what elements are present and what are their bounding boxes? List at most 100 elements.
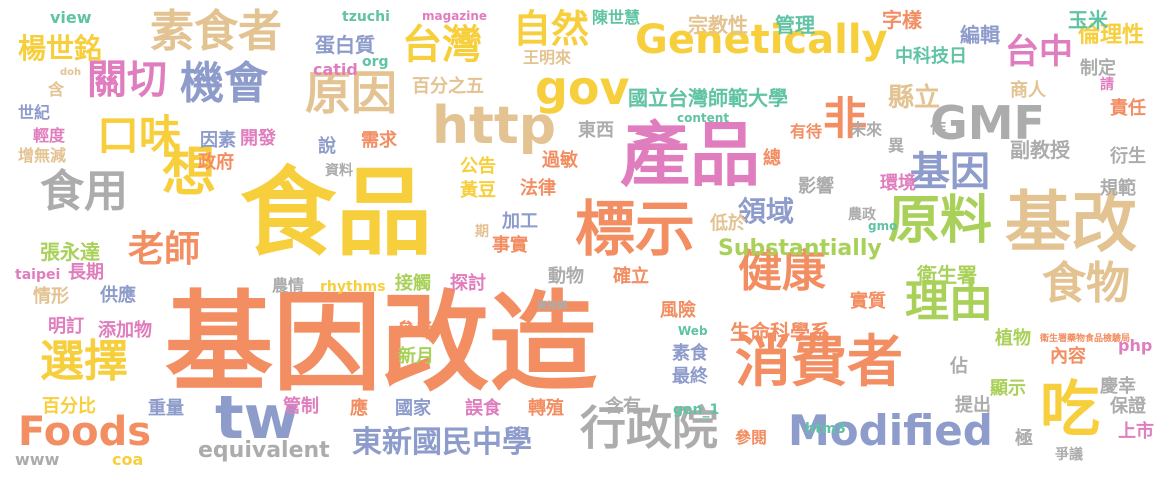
word-口味: 口味	[97, 111, 182, 160]
word-世紀: 世紀	[18, 103, 51, 122]
word-政府: 政府	[198, 152, 234, 173]
word-增無減: 增無減	[18, 146, 67, 165]
word-web: Web	[678, 324, 708, 338]
word-作: 作	[930, 118, 947, 137]
word-轉殖: 轉殖	[528, 398, 564, 419]
word-素食者: 素食者	[150, 6, 282, 57]
word-非: 非	[815, 95, 866, 139]
word-關切: 關切	[87, 57, 167, 103]
word-需求: 需求	[361, 130, 397, 151]
word-因素: 因素	[200, 130, 236, 151]
word-事實: 事實	[492, 235, 528, 256]
word-衛生署: 衛生署	[917, 263, 977, 287]
word-百分比: 百分比	[42, 396, 96, 417]
word-張永達: 張永達	[40, 240, 100, 264]
word-探討: 探討	[450, 273, 486, 294]
word-食用: 食用	[40, 166, 128, 217]
word-影響: 影響	[798, 176, 834, 197]
word-含有: 含有	[605, 396, 641, 417]
word-黃豆: 黃豆	[460, 180, 496, 201]
word-縣立: 縣立	[888, 83, 941, 113]
word-國立台灣師範大學: 國立台灣師範大學	[628, 86, 788, 110]
word-理由: 理由	[905, 276, 993, 327]
word-genetically: Genetically	[635, 17, 888, 63]
word-coa: coa	[112, 450, 144, 469]
word-view: view	[50, 8, 92, 27]
word-規範: 規範	[1100, 178, 1136, 199]
word-編輯: 編輯	[960, 23, 1000, 47]
word-法律: 法律	[520, 178, 556, 199]
word-提出: 提出	[955, 395, 991, 416]
word-玉米: 玉米	[1068, 8, 1108, 32]
word-陳世慧: 陳世慧	[592, 8, 641, 27]
word-食品: 食品	[240, 157, 432, 269]
word-管理: 管理	[775, 13, 815, 37]
word-content: content	[677, 111, 730, 125]
word-風險: 風險	[660, 300, 696, 321]
word-產品: 產品	[620, 114, 760, 196]
word-極: 極	[1015, 428, 1033, 449]
word-倫理性: 倫理性	[1078, 23, 1145, 48]
word-最終: 最終	[672, 366, 708, 387]
word-htm3: htm3	[805, 421, 846, 437]
word-公告: 公告	[460, 156, 496, 177]
word-東新國民中學: 東新國民中學	[352, 425, 532, 460]
word-應: 應	[350, 398, 368, 419]
word-長期: 長期	[68, 262, 104, 283]
word-添加物: 添加物	[98, 320, 152, 341]
word-modified: Modified	[788, 406, 993, 455]
word-消費者: 消費者	[735, 330, 903, 395]
word-gmo: gmo	[868, 219, 898, 233]
word-中科技日: 中科技日	[895, 46, 967, 67]
word-商人: 商人	[1010, 80, 1046, 101]
word-爭議: 爭議	[1055, 447, 1083, 463]
word-誤食: 誤食	[465, 398, 501, 419]
word-參閱: 參閱	[735, 428, 768, 447]
word-過敏: 過敏	[542, 150, 578, 171]
word-substantially: Substantially	[718, 236, 882, 261]
word-副教授: 副教授	[1010, 138, 1070, 162]
word-gmf: GMF	[930, 96, 1045, 150]
word-植物: 植物	[995, 328, 1031, 349]
word-gen-1: gen_1	[673, 402, 720, 418]
word-蛋白質: 蛋白質	[315, 33, 375, 57]
word-管制: 管制	[283, 396, 319, 417]
word-農政: 農政	[848, 207, 876, 223]
word-顯示: 顯示	[990, 378, 1026, 399]
word-未來: 未來	[850, 120, 883, 139]
word-衍生: 衍生	[1110, 146, 1146, 167]
word-異: 異	[888, 136, 905, 155]
word-佔: 佔	[950, 356, 968, 377]
word-機會: 機會	[180, 58, 268, 109]
word-重量: 重量	[148, 398, 184, 419]
word-http: http	[432, 96, 556, 156]
word-素食: 素食	[672, 343, 708, 364]
word-低於: 低於	[710, 213, 746, 234]
word-tw: tw	[215, 383, 300, 453]
word-參考: 參考	[397, 320, 433, 341]
word-catid: catid	[313, 60, 358, 79]
word-taipei: taipei	[15, 267, 61, 283]
word-情形: 情形	[33, 286, 69, 307]
word-foods: Foods	[18, 409, 152, 455]
word-選擇: 選擇	[40, 336, 128, 387]
word-食物: 食物	[1042, 258, 1130, 309]
word-magazine: magazine	[422, 9, 488, 23]
word-行政院: 行政院	[580, 401, 718, 455]
word-環境: 環境	[880, 173, 916, 194]
word-請: 請	[1100, 77, 1114, 93]
word-字樣: 字樣	[882, 8, 922, 32]
word-制定: 制定	[1080, 58, 1116, 79]
word-輕度: 輕度	[33, 126, 66, 145]
word-宗教性: 宗教性	[688, 13, 748, 37]
word-標示: 標示	[575, 195, 695, 265]
word-慶幸: 慶幸	[1100, 376, 1136, 397]
word-含: 含	[48, 80, 65, 99]
word-供應: 供應	[100, 285, 136, 306]
word-責任: 責任	[1110, 98, 1146, 119]
word-生命科學系: 生命科學系	[730, 320, 830, 344]
word-東西: 東西	[578, 120, 614, 141]
word-想: 想	[162, 140, 216, 203]
word-equivalent: equivalent	[198, 438, 330, 463]
